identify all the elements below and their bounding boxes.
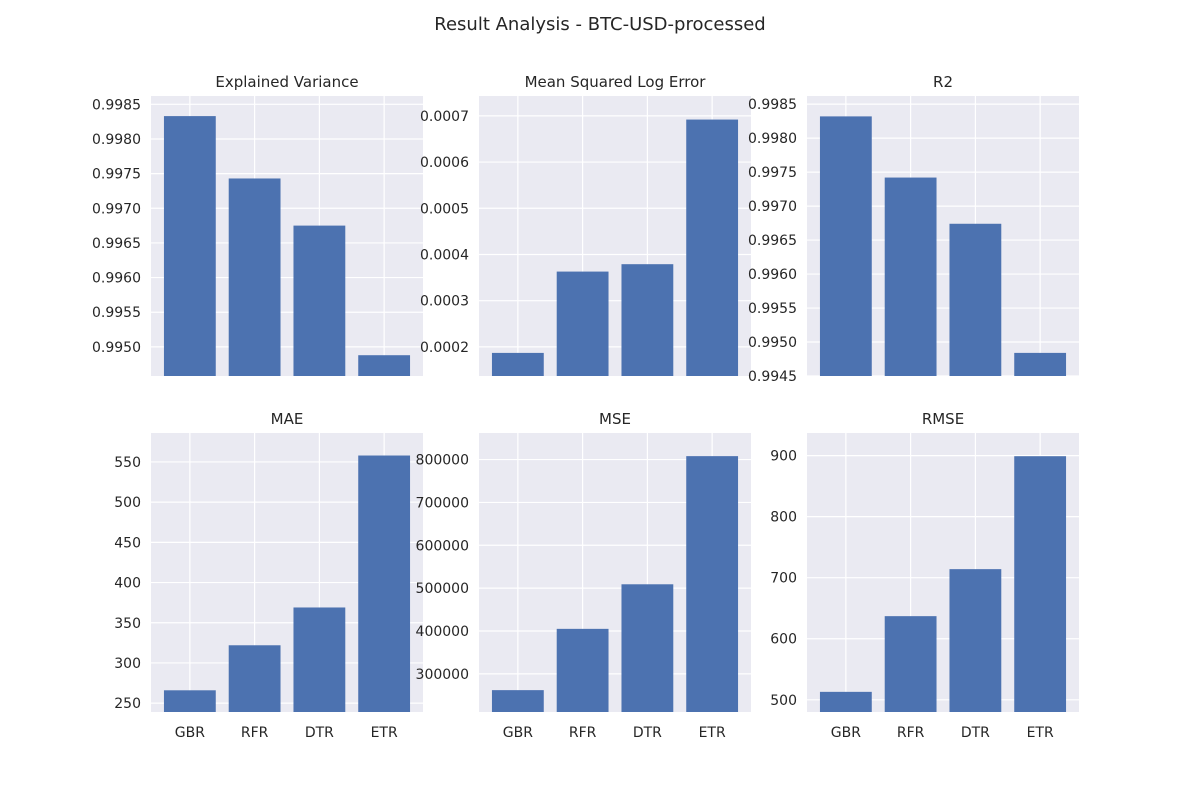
bar-gbr <box>491 690 544 712</box>
y-tick-label: 0.9955 <box>92 305 141 321</box>
y-tick-label: 300 <box>114 656 141 672</box>
y-tick-label: 500 <box>114 495 141 511</box>
y-tick-label: 600000 <box>416 538 469 554</box>
y-tick-label: 500 <box>770 693 797 709</box>
subplot-rmse: 500 600 700 800 900 GBR RFR DTR ETR RMSE <box>770 410 1079 741</box>
bar-rfr <box>556 271 609 376</box>
y-tick-label: 0.9955 <box>748 301 797 317</box>
y-tick-label: 0.0006 <box>420 155 469 171</box>
subplot-msle: 0.0002 0.0003 0.0004 0.0005 0.0006 0.0007 Mean… <box>420 73 751 376</box>
x-tick-label: DTR <box>961 725 990 741</box>
x-tick-label: DTR <box>633 725 662 741</box>
y-tick-label: 0.9980 <box>748 131 797 147</box>
y-tick-label: 400000 <box>416 624 469 640</box>
x-tick-label: GBR <box>175 725 205 741</box>
bar-rfr <box>884 177 937 376</box>
subplot-explained-variance: 0.9950 0.9955 0.9960 0.9965 0.9970 0.9975 0.99… <box>92 73 423 377</box>
y-tick-label: 0.0004 <box>420 247 469 263</box>
y-tick-label: 0.9970 <box>92 201 141 217</box>
y-tick-label: 0.9980 <box>92 132 141 148</box>
y-tick-label: 550 <box>114 455 141 471</box>
subplot-title: Mean Squared Log Error <box>525 73 707 91</box>
subplot-title: Explained Variance <box>215 73 358 91</box>
bar-etr <box>358 455 411 712</box>
x-tick-label: ETR <box>699 725 726 741</box>
bar-gbr <box>163 690 216 712</box>
y-tick-label: 500000 <box>416 581 469 597</box>
y-tick-label: 250 <box>114 696 141 712</box>
subplot-mse: 300000 400000 500000 600000 700000 800000 GBR R… <box>416 410 751 741</box>
bar-dtr <box>293 607 346 712</box>
y-tick-label: 0.9975 <box>92 167 141 183</box>
y-tick-label: 0.9960 <box>748 267 797 283</box>
subplot-title: MSE <box>599 410 631 428</box>
y-tick-label: 0.9965 <box>748 233 797 249</box>
y-tick-label: 0.9985 <box>92 97 141 113</box>
bar-gbr <box>819 691 872 712</box>
x-tick-label: RFR <box>569 725 597 741</box>
bar-etr <box>686 456 739 712</box>
bar-dtr <box>293 225 346 376</box>
y-tick-label: 0.9970 <box>748 199 797 215</box>
x-tick-label: ETR <box>1027 725 1054 741</box>
y-tick-label: 800000 <box>416 453 469 469</box>
bar-etr <box>1014 456 1067 712</box>
y-tick-label: 0.9960 <box>92 271 141 287</box>
y-tick-label: 0.9950 <box>748 335 797 351</box>
y-tick-label: 700 <box>770 571 797 587</box>
x-tick-label: DTR <box>305 725 334 741</box>
y-tick-label: 0.0005 <box>420 201 469 217</box>
y-tick-label: 900 <box>770 449 797 465</box>
x-tick-label: RFR <box>897 725 925 741</box>
y-tick-label: 0.9950 <box>92 340 141 356</box>
y-tick-label: 700000 <box>416 495 469 511</box>
y-tick-label: 600 <box>770 632 797 648</box>
x-tick-label: RFR <box>241 725 269 741</box>
x-tick-label: GBR <box>831 725 861 741</box>
y-tick-label: 400 <box>114 576 141 592</box>
x-tick-label: GBR <box>503 725 533 741</box>
bar-etr <box>1014 352 1067 376</box>
y-tick-label: 450 <box>114 535 141 551</box>
bar-etr <box>358 355 411 376</box>
y-tick-label: 0.9985 <box>748 97 797 113</box>
bar-dtr <box>621 264 674 376</box>
y-tick-label: 0.9945 <box>748 369 797 385</box>
x-tick-label: ETR <box>371 725 398 741</box>
subplot-title: RMSE <box>922 410 964 428</box>
y-tick-label: 0.9975 <box>748 165 797 181</box>
y-tick-label: 350 <box>114 616 141 632</box>
bar-etr <box>686 119 739 376</box>
bar-rfr <box>884 616 937 712</box>
y-tick-label: 0.0007 <box>420 109 469 125</box>
y-tick-label: 0.0002 <box>420 340 469 356</box>
subplot-title: MAE <box>271 410 304 428</box>
figure-title: Result Analysis - BTC-USD-processed <box>434 14 765 35</box>
y-tick-label: 0.0003 <box>420 294 469 310</box>
y-tick-label: 800 <box>770 510 797 526</box>
bar-dtr <box>621 584 674 712</box>
bar-rfr <box>228 178 281 376</box>
bar-dtr <box>949 223 1002 376</box>
subplot-title: R2 <box>933 73 953 91</box>
bar-dtr <box>949 569 1002 712</box>
bar-gbr <box>163 116 216 377</box>
y-tick-label: 0.9965 <box>92 236 141 252</box>
bar-gbr <box>491 352 544 376</box>
subplot-r2: 0.9945 0.9950 0.9955 0.9960 0.9965 0.9970 0.99… <box>748 73 1079 385</box>
bar-rfr <box>228 645 281 712</box>
subplot-mae: 250 300 350 400 450 500 550 GBR RFR DTR ETR MAE <box>114 410 423 741</box>
y-tick-label: 300000 <box>416 667 469 683</box>
subplot-grid: 0.99500.99550.99600.99650.99700.99750.99… <box>92 73 1079 741</box>
bar-rfr <box>556 628 609 712</box>
bar-gbr <box>819 116 872 376</box>
